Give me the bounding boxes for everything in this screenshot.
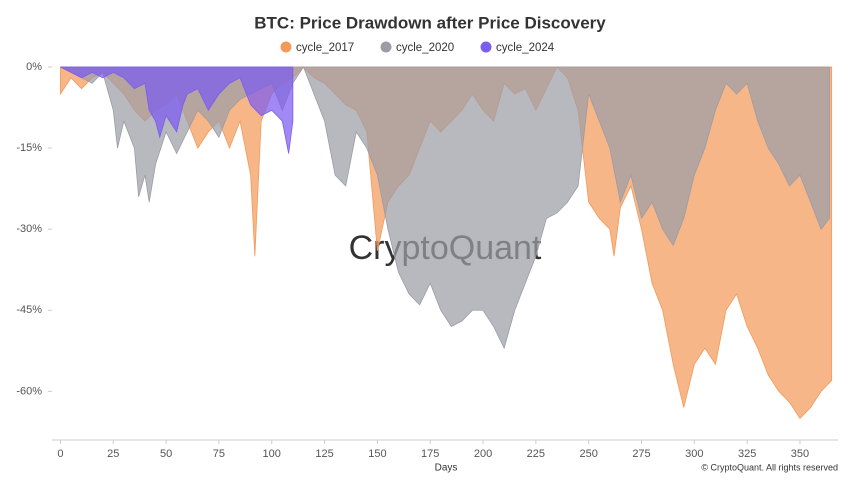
y-tick-label: -15% xyxy=(16,142,42,154)
legend-label: cycle_2017 xyxy=(296,42,354,54)
area xyxy=(60,66,830,350)
x-tick-label: 150 xyxy=(368,448,386,460)
x-tick-label: 100 xyxy=(263,448,281,460)
x-tick-label: 200 xyxy=(474,448,492,460)
y-tick-label: 0% xyxy=(26,61,42,73)
y-tick-label: -60% xyxy=(16,385,42,397)
x-tick-label: 325 xyxy=(738,448,756,460)
x-tick-label: 175 xyxy=(421,448,439,460)
x-tick-label: 25 xyxy=(107,448,119,460)
legend-marker xyxy=(380,41,392,53)
legend-label: cycle_2020 xyxy=(396,42,454,54)
x-tick-label: 0 xyxy=(57,448,63,460)
x-tick-label: 350 xyxy=(791,448,809,460)
legend-label: cycle_2024 xyxy=(496,42,555,54)
x-tick-label: 75 xyxy=(213,448,225,460)
y-tick-label: -45% xyxy=(16,304,42,316)
x-axis-label: Days xyxy=(435,463,458,474)
x-tick-label: 275 xyxy=(632,448,650,460)
area xyxy=(60,66,294,154)
x-tick-label: 125 xyxy=(315,448,333,460)
chart-title: BTC: Price Drawdown after Price Discover… xyxy=(254,13,606,32)
x-tick-label: 250 xyxy=(579,448,597,460)
legend-marker xyxy=(280,41,292,53)
legend-marker xyxy=(480,41,492,53)
x-tick-label: 225 xyxy=(527,448,545,460)
x-tick-label: 50 xyxy=(160,448,172,460)
x-tick-label: 300 xyxy=(685,448,703,460)
footer: © CryptoQuant. All rights reserved xyxy=(701,462,838,472)
y-tick-label: -30% xyxy=(16,223,42,235)
